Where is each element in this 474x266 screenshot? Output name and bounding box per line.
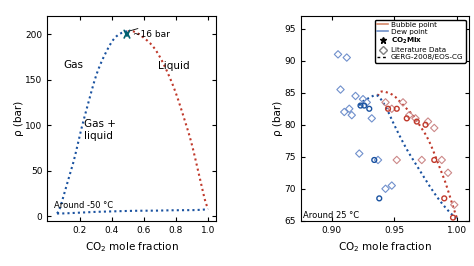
Point (363, 100, 371, 105)
Point (424, 119, 432, 124)
X-axis label: CO$_2$ mole fraction: CO$_2$ mole fraction (85, 240, 179, 254)
Point (430, 126, 438, 130)
Text: ~16 bar: ~16 bar (133, 30, 169, 39)
Point (356, 151, 363, 156)
Point (371, 158, 378, 162)
Point (357, 103, 365, 108)
Point (348, 113, 356, 117)
Point (422, 123, 429, 127)
Point (393, 158, 401, 162)
Text: Liquid: Liquid (158, 61, 190, 71)
Point (346, 107, 353, 111)
Point (430, 158, 438, 162)
Point (405, 113, 413, 117)
Legend: Bubble point, Dew point, $\mathbf{CO_2}$$\mathbf{Mix}$, Literature Data, GERG-20: Bubble point, Dew point, $\mathbf{CO_2}$… (375, 20, 465, 63)
Y-axis label: ρ (bar): ρ (bar) (273, 101, 283, 136)
Point (365, 107, 373, 111)
Point (440, 196, 448, 201)
Point (449, 215, 457, 220)
Y-axis label: ρ (bar): ρ (bar) (14, 101, 24, 136)
Point (374, 158, 382, 162)
Point (343, 55, 351, 60)
Point (388, 107, 396, 111)
Point (418, 158, 426, 162)
Text: Gas +
liquid: Gas + liquid (84, 119, 116, 140)
Point (403, 116, 410, 120)
Point (399, 100, 407, 105)
Point (450, 203, 458, 207)
Point (340, 110, 348, 114)
Point (359, 97, 367, 101)
Point (352, 94, 359, 98)
Point (375, 196, 383, 201)
Point (388, 184, 396, 188)
Point (337, 88, 344, 92)
X-axis label: CO$_2$ mole fraction: CO$_2$ mole fraction (338, 240, 432, 254)
Point (438, 158, 446, 162)
Point (393, 107, 401, 111)
Point (444, 171, 452, 175)
Point (360, 103, 368, 108)
Text: Around 25 °C: Around 25 °C (303, 211, 359, 220)
Point (334, 52, 342, 56)
Point (382, 100, 389, 105)
Point (412, 116, 419, 120)
Point (368, 116, 375, 120)
Text: Around -50 °C: Around -50 °C (54, 201, 113, 210)
Point (382, 187, 389, 191)
Text: Gas: Gas (64, 60, 83, 70)
Point (413, 119, 420, 124)
Point (384, 107, 392, 111)
